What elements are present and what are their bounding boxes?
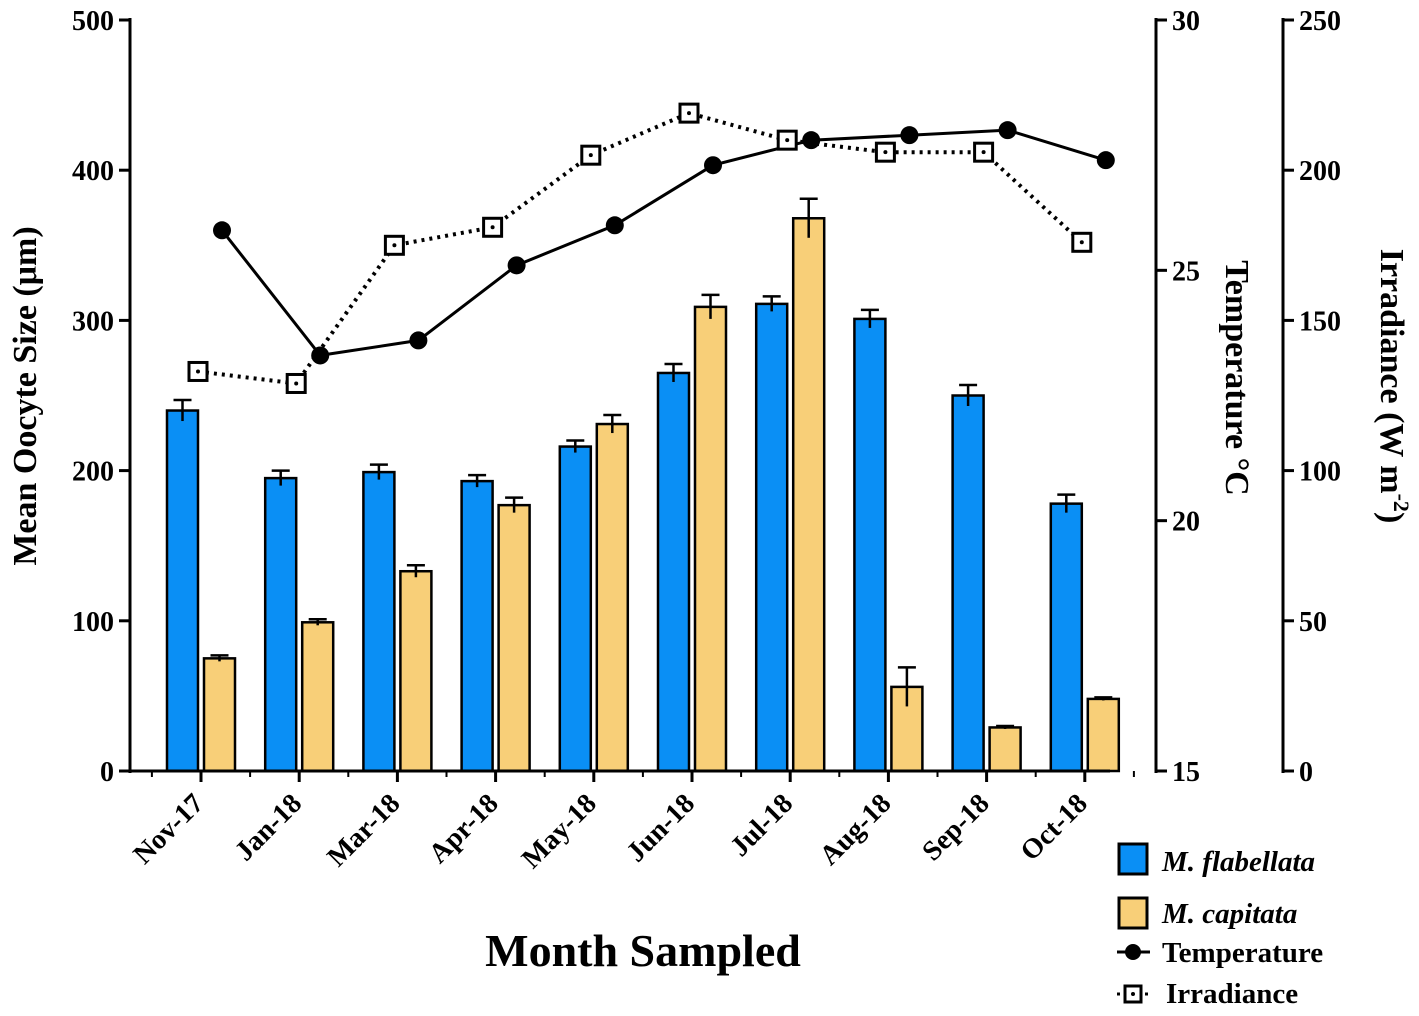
temperature-point-9 bbox=[1096, 151, 1115, 170]
x-tick-label-9: Oct-18 bbox=[1015, 788, 1094, 867]
bar-capitata-1 bbox=[300, 621, 335, 773]
y-tick-label-0: 0 bbox=[100, 757, 114, 788]
bar-flabellata-6 bbox=[754, 302, 789, 773]
bar-flabellata-9 bbox=[1049, 502, 1084, 773]
irradiance-point-dot-9 bbox=[1079, 240, 1084, 245]
bar-capitata-8 bbox=[988, 726, 1022, 773]
bar-flabellata-8 bbox=[951, 394, 985, 773]
y3-tick-label-1: 50 bbox=[1299, 607, 1327, 638]
y-tick-label-4: 400 bbox=[72, 156, 114, 187]
bar-flabellata-7 bbox=[853, 317, 887, 773]
y-tick-label-2: 200 bbox=[72, 457, 114, 488]
y3-tick-label-2: 100 bbox=[1299, 457, 1341, 488]
y3-axis-title: Irradiance (W m-2) bbox=[1373, 249, 1414, 524]
x-tick-label-2: Mar-18 bbox=[321, 788, 406, 873]
bar-flabellata-5 bbox=[656, 371, 691, 773]
bar-capitata-6 bbox=[791, 217, 826, 773]
bar-group bbox=[165, 197, 1121, 773]
y2-tick-label-0: 15 bbox=[1172, 757, 1200, 788]
legend-marker-temperature bbox=[1125, 944, 1141, 960]
y-tick-label-1: 100 bbox=[72, 607, 114, 638]
temperature-point-4 bbox=[605, 216, 624, 235]
temperature-point-8 bbox=[998, 121, 1017, 140]
irradiance-line bbox=[197, 110, 1084, 386]
x-tick-label-1: Jan-18 bbox=[229, 788, 308, 867]
x-tick-label-5: Jun-18 bbox=[621, 788, 701, 868]
bar-flabellata-3 bbox=[460, 479, 494, 773]
legend-label-flabellata: M. flabellata bbox=[1161, 846, 1315, 878]
y-tick-label-3: 300 bbox=[72, 306, 114, 337]
bar-flabellata-2 bbox=[362, 470, 396, 773]
y2-axis-title: Temperature °C bbox=[1218, 260, 1255, 496]
bar-capitata-5 bbox=[693, 305, 728, 773]
irradiance-point-dot-5 bbox=[687, 111, 691, 116]
legend-swatch-flabellata bbox=[1117, 842, 1149, 876]
bar-capitata-9 bbox=[1086, 697, 1121, 773]
legend-label-capitata: M. capitata bbox=[1161, 898, 1297, 930]
irradiance-point-dot-7 bbox=[883, 150, 888, 155]
legend-label-irradiance: Irradiance bbox=[1166, 978, 1298, 1010]
y3-title-sup: -2 bbox=[1389, 494, 1414, 512]
legend-swatch-capitata bbox=[1117, 896, 1149, 930]
bar-capitata-2 bbox=[399, 569, 433, 773]
y2-tick-label-3: 30 bbox=[1172, 6, 1200, 37]
y-tick-label-5: 500 bbox=[72, 6, 114, 37]
temperature-line bbox=[220, 128, 1107, 358]
temperature-point-2 bbox=[409, 331, 428, 350]
y2-tick-label-2: 25 bbox=[1172, 256, 1200, 287]
irradiance-point-dot-8 bbox=[981, 150, 986, 155]
x-axis-title: Month Sampled bbox=[485, 925, 801, 976]
x-tick-label-0: Nov-17 bbox=[128, 788, 210, 870]
irradiance-point-dot-1 bbox=[294, 381, 299, 386]
bar-capitata-4 bbox=[595, 422, 630, 773]
bar-flabellata-4 bbox=[558, 445, 593, 773]
y3-title-end: ) bbox=[1373, 512, 1410, 523]
temperature-point-3 bbox=[507, 256, 526, 275]
temperature-point-7 bbox=[900, 126, 919, 145]
temperature-point-6 bbox=[802, 131, 821, 150]
legend: M. flabellata M. capitata Temperature Ir… bbox=[1117, 842, 1323, 1010]
x-tick-label-6: Jul-18 bbox=[724, 788, 799, 863]
irradiance-point-dot-2 bbox=[392, 243, 397, 248]
irradiance-point-dot-0 bbox=[196, 369, 200, 374]
irradiance-point-dot-6 bbox=[785, 138, 790, 143]
temperature-point-1 bbox=[311, 346, 330, 365]
temperature-point-5 bbox=[704, 156, 722, 175]
y3-tick-label-3: 150 bbox=[1299, 306, 1341, 337]
legend-marker-irradiance-dot bbox=[1131, 992, 1135, 996]
line-group bbox=[187, 102, 1115, 394]
x-tick-label-3: Apr-18 bbox=[423, 788, 505, 870]
legend-label-temperature: Temperature bbox=[1162, 937, 1323, 969]
irradiance-point-dot-4 bbox=[588, 153, 593, 158]
irradiance-point-dot-3 bbox=[490, 225, 495, 230]
y3-tick-label-4: 200 bbox=[1299, 156, 1341, 187]
y3-tick-label-0: 0 bbox=[1299, 757, 1313, 788]
bar-flabellata-0 bbox=[165, 409, 200, 773]
x-tick-label-8: Sep-18 bbox=[916, 788, 995, 867]
x-tick-label-4: May-18 bbox=[516, 788, 603, 875]
y-axis-title: Mean Oocyte Size (μm) bbox=[7, 226, 44, 565]
bar-flabellata-1 bbox=[263, 476, 298, 773]
bar-capitata-0 bbox=[202, 657, 237, 773]
temperature-point-0 bbox=[213, 221, 231, 240]
y3-title-main: Irradiance (W m bbox=[1373, 249, 1410, 494]
y3-tick-label-5: 250 bbox=[1299, 6, 1341, 37]
x-tick-label-7: Aug-18 bbox=[814, 788, 898, 872]
bar-capitata-3 bbox=[497, 503, 531, 773]
y2-tick-label-1: 20 bbox=[1172, 507, 1200, 538]
